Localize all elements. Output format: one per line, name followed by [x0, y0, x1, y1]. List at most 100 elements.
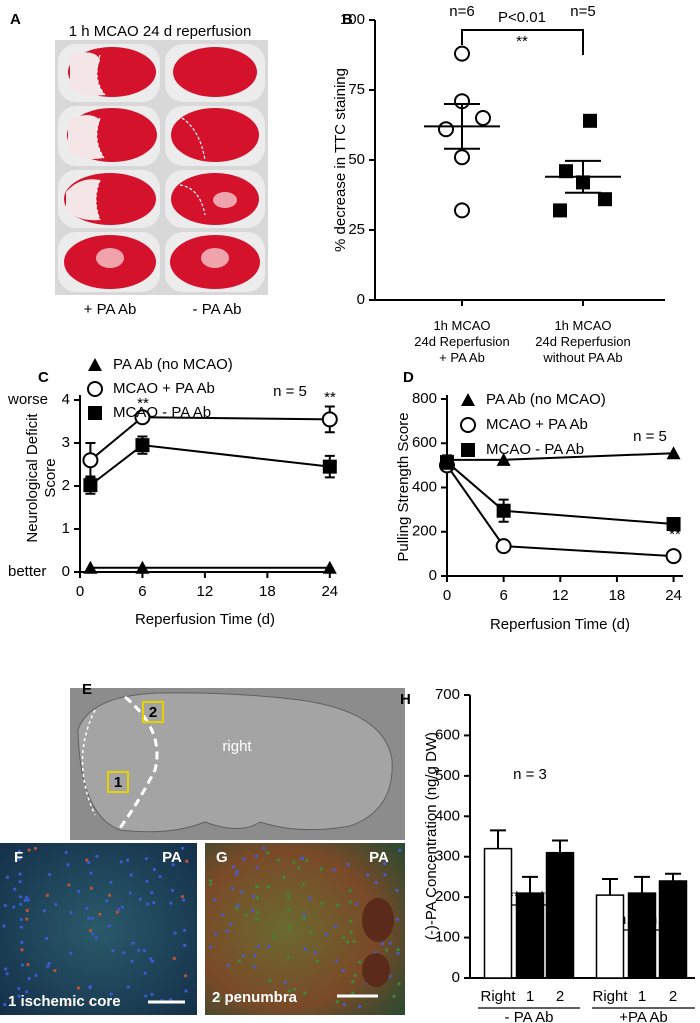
legend-label: MCAO + PA Ab	[113, 380, 215, 397]
x-tick-label: 1h MCAO 24d Reperfusion without PA Ab	[535, 318, 631, 365]
cell-dot	[143, 971, 147, 975]
cell-dot	[170, 888, 175, 892]
cell-dot	[241, 954, 245, 958]
x-tick-label: 24	[665, 587, 682, 604]
cell-dot	[244, 913, 248, 917]
cell-dot	[42, 909, 47, 913]
cell-dot	[17, 994, 21, 998]
cell-dot	[383, 873, 387, 877]
cell-dot	[117, 907, 121, 912]
cell-dot	[395, 917, 399, 921]
y-tick-label: 75	[348, 81, 365, 98]
cell-dot	[119, 860, 123, 864]
cell-dot	[120, 905, 125, 909]
cell-dot	[342, 1003, 346, 1007]
cell-dot	[342, 935, 346, 940]
marker	[134, 409, 151, 426]
cell-dot	[85, 858, 89, 862]
cell-dot	[125, 858, 130, 862]
cell-dot	[33, 846, 38, 851]
cell-dot	[17, 857, 22, 861]
cell-dot	[238, 993, 242, 997]
cell-dot	[303, 947, 307, 951]
x-tick-label: 2	[669, 988, 677, 1005]
annotation: n = 3	[513, 766, 547, 783]
bar	[515, 892, 545, 979]
bar	[595, 894, 625, 979]
cell-dot	[158, 874, 162, 879]
cell-dot	[358, 1005, 362, 1009]
cell-dot	[27, 848, 31, 852]
cell-dot	[255, 865, 259, 870]
cell-dot	[152, 867, 156, 872]
marker	[583, 113, 597, 128]
cell-dot	[366, 873, 370, 877]
cell-dot	[292, 987, 296, 991]
marker	[454, 45, 470, 62]
cell-dot	[69, 951, 73, 955]
y-tick-label: 50	[348, 151, 365, 168]
x-tick-label: 12	[552, 587, 569, 604]
x-tick-label: 1h MCAO 24d Reperfusion + PA Ab	[414, 318, 510, 365]
y-tick-label: 200	[435, 888, 460, 905]
cell-dot	[150, 959, 155, 963]
x-tick-label: Right	[592, 988, 628, 1005]
region-label: 1	[114, 774, 122, 791]
marker	[83, 478, 98, 493]
cell-dot	[250, 908, 255, 913]
cell-dot	[25, 990, 29, 994]
cell-dot	[236, 904, 240, 908]
panel-a-image	[55, 40, 268, 295]
x-tick-label: 1	[526, 988, 534, 1005]
cell-dot	[346, 862, 350, 867]
cell-dot	[67, 1002, 71, 1006]
bar	[627, 892, 657, 979]
cell-dot	[380, 942, 385, 946]
cell-dot	[276, 858, 280, 862]
cell-dot	[231, 865, 236, 869]
cell-dot	[255, 884, 259, 889]
cell-dot	[221, 913, 225, 917]
x-tick-label: 0	[443, 587, 451, 604]
cell-dot	[268, 978, 272, 983]
group-label: - PA Ab	[505, 1009, 554, 1023]
y-end-label: worse	[7, 391, 48, 408]
cell-dot	[286, 955, 290, 959]
cell-dot	[122, 951, 126, 955]
cell-dot	[225, 929, 229, 933]
cell-dot	[181, 898, 186, 902]
marker	[666, 517, 681, 532]
panel-letter: E	[82, 681, 92, 698]
cell-dot	[25, 917, 29, 921]
cell-dot	[69, 911, 73, 915]
cell-dot	[47, 961, 51, 966]
cell-dot	[209, 945, 213, 949]
cell-dot	[286, 891, 290, 896]
marker	[496, 452, 511, 466]
vessel	[362, 898, 394, 942]
cell-dot	[309, 930, 313, 935]
cell-dot	[90, 916, 94, 921]
y-tick-label: 600	[412, 434, 437, 451]
cell-dot	[3, 967, 8, 971]
cell-dot	[253, 953, 257, 958]
marker	[135, 438, 150, 453]
annotation: n = 5	[633, 428, 667, 445]
y-tick-label: 2	[62, 477, 70, 494]
cell-dot	[183, 943, 187, 948]
cell-dot	[332, 868, 336, 872]
x-axis-label: Reperfusion Time (d)	[135, 611, 275, 628]
legend-label: MCAO - PA Ab	[486, 441, 584, 458]
cell-dot	[396, 951, 400, 956]
significance-bracket	[461, 29, 584, 55]
cell-dot	[395, 888, 399, 892]
cell-dot	[26, 962, 30, 967]
cell-dot	[20, 948, 24, 952]
cell-dot	[240, 890, 244, 894]
cell-dot	[182, 928, 186, 932]
cell-dot	[145, 879, 149, 884]
cell-dot	[98, 912, 102, 916]
cell-dot	[336, 903, 340, 907]
image-title: 1 h MCAO 24 d reperfusion	[69, 23, 252, 40]
